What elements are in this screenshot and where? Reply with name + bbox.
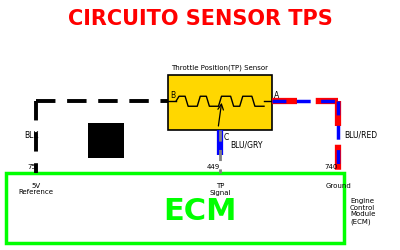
Text: 5V
Reference: 5V Reference [18,182,54,196]
Bar [6,172,344,242]
Text: C: C [224,133,229,142]
Text: 449: 449 [207,164,220,170]
Text: Ground: Ground [325,182,351,188]
Text: BLU/RED: BLU/RED [344,130,377,140]
Bar [168,75,272,130]
Text: Engine
Control
Module
(ECM): Engine Control Module (ECM) [350,198,375,225]
Text: 75: 75 [27,164,36,170]
Text: Throttle Position(TP) Sensor: Throttle Position(TP) Sensor [172,64,268,71]
Text: B: B [170,90,175,100]
Text: TP
Signal: TP Signal [209,182,231,196]
Text: BLK: BLK [24,130,38,140]
Text: BLU/GRY: BLU/GRY [230,140,262,149]
Text: 740: 740 [325,164,338,170]
Text: ECM: ECM [163,197,237,226]
Bar [88,122,124,158]
Text: A: A [274,90,279,100]
Text: CIRCUITO SENSOR TPS: CIRCUITO SENSOR TPS [68,9,332,29]
